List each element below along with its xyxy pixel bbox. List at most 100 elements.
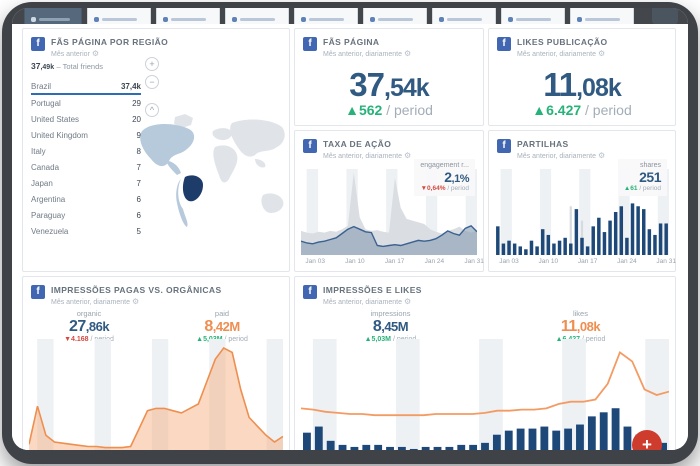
region-row[interactable]: Venezuela 5 bbox=[31, 223, 141, 239]
map-zoom-out-button[interactable]: − bbox=[145, 75, 159, 89]
settings-gear-icon[interactable]: ⚙ bbox=[597, 49, 606, 58]
region-row[interactable]: Japan 7 bbox=[31, 175, 141, 191]
settings-gear-icon[interactable]: ⚙ bbox=[597, 151, 606, 160]
tab-label bbox=[171, 17, 206, 21]
dashboard-grid: f FÃS PÁGINA POR REGIÃO Mês anterior ⚙ 3… bbox=[12, 24, 688, 450]
x-axis-tick: Jan 17 bbox=[577, 258, 598, 265]
kpi-delta: ▲6.427 / period bbox=[532, 102, 632, 118]
region-name: Venezuela bbox=[31, 226, 69, 236]
world-map[interactable] bbox=[137, 105, 287, 253]
region-row[interactable]: United States 20 bbox=[31, 111, 141, 127]
tab-label bbox=[447, 17, 482, 21]
facebook-icon: f bbox=[303, 37, 317, 51]
browser-tab[interactable] bbox=[363, 8, 427, 24]
stat-value: 11,08k bbox=[560, 318, 601, 335]
settings-gear-icon[interactable]: ⚙ bbox=[91, 49, 100, 58]
map-central-america bbox=[167, 161, 181, 175]
region-row[interactable]: Argentina 6 bbox=[31, 191, 141, 207]
x-axis-tick: Jan 24 bbox=[617, 258, 637, 265]
tab-favicon bbox=[439, 16, 444, 22]
region-name: Paraguay bbox=[31, 210, 66, 220]
card-page-fans: f FÃS PÁGINA Mês anterior, diariamente ⚙… bbox=[294, 28, 484, 126]
browser-tab[interactable] bbox=[87, 8, 151, 24]
tab-favicon bbox=[232, 16, 237, 22]
tab-label bbox=[102, 17, 137, 21]
map-europe bbox=[212, 128, 233, 141]
region-name: Japan bbox=[31, 178, 53, 188]
stat-label: paid bbox=[214, 309, 230, 318]
map-north-america bbox=[140, 124, 195, 167]
browser-tab[interactable] bbox=[225, 8, 289, 24]
region-value: 20 bbox=[132, 114, 141, 124]
card-header: f PARTILHAS Mês anterior, diariamente ⚙ bbox=[489, 131, 675, 160]
stats-row: impressions 8,45M ▲5,03M / period likes … bbox=[295, 309, 675, 343]
browser-tab[interactable] bbox=[156, 8, 220, 24]
region-value: 7 bbox=[136, 162, 141, 172]
kpi-value: 11,08k bbox=[543, 66, 622, 103]
tab-label bbox=[378, 17, 413, 21]
region-row[interactable]: Paraguay 6 bbox=[31, 207, 141, 223]
region-row[interactable]: United Kingdom 9 bbox=[31, 127, 141, 143]
card-action-rate: f TAXA DE AÇÃO Mês anterior, diariamente… bbox=[294, 130, 484, 272]
tab-label bbox=[240, 17, 275, 21]
region-row[interactable]: Brazil 37,4k bbox=[31, 79, 141, 95]
legend-label: shares bbox=[639, 162, 661, 169]
card-subtitle-text: Mês anterior, diariamente bbox=[323, 51, 402, 58]
region-name: Italy bbox=[31, 146, 46, 156]
tab-label bbox=[516, 17, 551, 21]
browser-tab-active[interactable] bbox=[24, 8, 82, 24]
region-row[interactable]: Portugal 29 bbox=[31, 95, 141, 111]
card-subtitle-text: Mês anterior, diariamente bbox=[517, 51, 596, 58]
card-post-likes: f LIKES PUBLICAÇÃO Mês anterior, diariam… bbox=[488, 28, 676, 126]
card-subtitle-text: Mês anterior bbox=[51, 51, 90, 58]
stat-likes: likes 11,08k ▲6.427 / period bbox=[556, 309, 606, 343]
x-axis-tick: Jan 03 bbox=[305, 258, 325, 265]
card-subtitle: Mês anterior, diariamente ⚙ bbox=[323, 297, 422, 306]
region-row[interactable]: Canada 7 bbox=[31, 159, 141, 175]
map-asia bbox=[230, 119, 285, 157]
stat-value: 27,86k bbox=[68, 318, 110, 335]
add-widget-fab[interactable]: + bbox=[632, 430, 662, 450]
stat-value: 8,45M bbox=[372, 318, 409, 335]
legend-value: 251 bbox=[639, 169, 661, 185]
legend-label: engagement r... bbox=[420, 162, 469, 169]
x-axis-tick: Jan 10 bbox=[345, 258, 365, 265]
settings-gear-icon[interactable]: ⚙ bbox=[403, 297, 412, 306]
tab-strip bbox=[12, 8, 688, 24]
x-axis-tick: Jan 31 bbox=[464, 258, 484, 265]
x-axis-tick: Jan 31 bbox=[656, 258, 676, 265]
region-value: 37,4k bbox=[120, 81, 141, 91]
region-list: Brazil 37,4k Portugal 29 United States 20 Unit… bbox=[31, 79, 141, 239]
legend-delta: ▼0,64% / period bbox=[420, 185, 469, 192]
total-friends-decimals: ,49k bbox=[40, 64, 55, 71]
stat-label: likes bbox=[572, 309, 588, 318]
x-axis-tick: Jan 17 bbox=[384, 258, 405, 265]
stat-impressions: impressions 8,45M ▲5,03M / period bbox=[365, 309, 417, 343]
settings-gear-icon[interactable]: ⚙ bbox=[403, 49, 412, 58]
x-axis: Jan 03 Jan 10 Jan 17 Jan 24 Jan 31 bbox=[495, 258, 676, 268]
region-name: Brazil bbox=[31, 81, 52, 91]
browser-tab[interactable] bbox=[570, 8, 634, 24]
browser-tab[interactable] bbox=[294, 8, 358, 24]
kpi-value: 37,54k bbox=[349, 66, 429, 103]
card-subtitle: Mês anterior, diariamente ⚙ bbox=[323, 49, 411, 58]
region-row[interactable]: Italy 8 bbox=[31, 143, 141, 159]
tab-favicon bbox=[301, 16, 306, 22]
card-title: LIKES PUBLICAÇÃO bbox=[517, 37, 608, 47]
x-axis-tick: Jan 24 bbox=[424, 258, 445, 265]
card-subtitle: Mês anterior, diariamente ⚙ bbox=[51, 297, 222, 306]
browser-tab[interactable] bbox=[432, 8, 496, 24]
card-paid-vs-organic: f IMPRESSÕES PAGAS VS. ORGÂNICAS Mês ant… bbox=[22, 276, 290, 450]
stats-row: organic 27,86k ▼4.168 / period paid 8,42… bbox=[23, 309, 289, 343]
impressions-likes-chart bbox=[300, 339, 670, 450]
tab-favicon bbox=[508, 16, 513, 22]
settings-gear-icon[interactable]: ⚙ bbox=[403, 151, 412, 160]
settings-gear-icon[interactable]: ⚙ bbox=[131, 297, 140, 306]
browser-tab[interactable] bbox=[501, 8, 565, 24]
map-zoom-in-button[interactable]: + bbox=[145, 57, 159, 71]
new-tab-button[interactable] bbox=[652, 8, 678, 24]
card-header: f FÃS PÁGINA Mês anterior, diariamente ⚙ bbox=[295, 29, 483, 58]
tab-favicon bbox=[370, 16, 375, 22]
map-home-button[interactable]: ^ bbox=[145, 103, 159, 117]
x-axis-tick: Jan 03 bbox=[499, 258, 519, 265]
